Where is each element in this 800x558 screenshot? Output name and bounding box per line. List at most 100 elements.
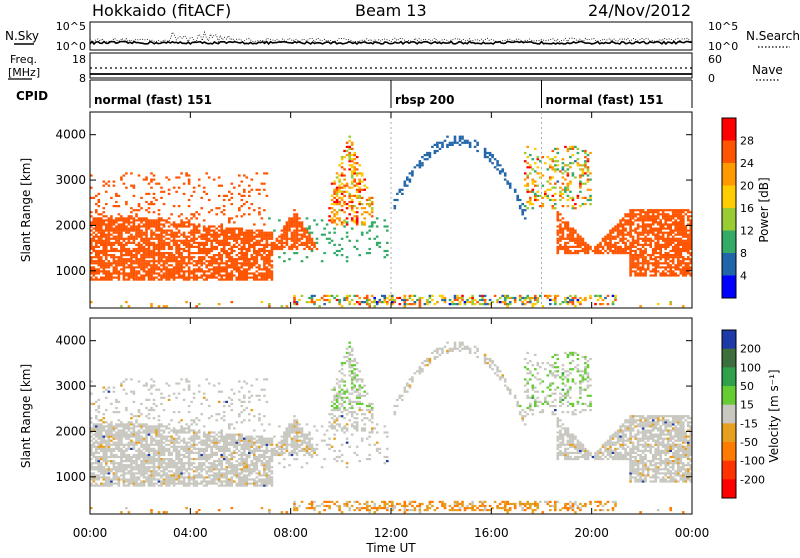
- power-cell: [584, 164, 587, 166]
- power-cell: [341, 156, 344, 158]
- velocity-cell: [133, 423, 136, 425]
- power-cell: [203, 274, 206, 276]
- power-cell: [622, 236, 625, 238]
- velocity-cell: [113, 466, 116, 468]
- power-cell: [642, 225, 645, 227]
- power-cell: [155, 268, 158, 270]
- power-cell: [343, 179, 346, 181]
- power-cell: [554, 303, 557, 305]
- power-cell: [98, 205, 101, 207]
- velocity-cell: [150, 407, 153, 409]
- power-cell: [436, 142, 439, 144]
- power-cell: [291, 232, 294, 234]
- power-cell: [328, 219, 331, 221]
- power-cell: [351, 164, 354, 166]
- power-cell: [246, 242, 249, 244]
- power-cell: [639, 209, 642, 211]
- velocity-cell: [148, 458, 151, 460]
- power-cell: [263, 262, 266, 264]
- power-cell: [496, 162, 499, 164]
- power-cell: [238, 258, 241, 260]
- power-cell: [667, 274, 670, 276]
- power-cell: [251, 258, 254, 260]
- power-cell: [291, 219, 294, 221]
- power-cell: [634, 264, 637, 266]
- power-cell: [271, 264, 274, 266]
- velocity-cell: [123, 431, 126, 433]
- power-cell: [619, 225, 622, 227]
- power-cell: [557, 217, 560, 219]
- velocity-cell: [108, 434, 111, 436]
- power-cell: [348, 136, 351, 138]
- power-cell: [429, 154, 432, 156]
- power-cell: [637, 248, 640, 250]
- velocity-cell: [175, 448, 178, 450]
- velocity-cell: [193, 393, 196, 395]
- power-cell: [283, 238, 286, 240]
- velocity-cell: [153, 399, 156, 401]
- velocity-cell: [143, 470, 146, 472]
- power-cell: [163, 254, 166, 256]
- power-cell: [634, 228, 637, 230]
- velocity-cell: [113, 472, 116, 474]
- velocity-cell: [115, 462, 118, 464]
- power-cell: [278, 246, 281, 248]
- power-cell: [664, 256, 667, 258]
- power-cell: [529, 199, 532, 201]
- power-cell: [436, 146, 439, 148]
- power-cell: [298, 225, 301, 227]
- power-cell: [248, 234, 251, 236]
- power-cell: [183, 256, 186, 258]
- power-cell: [674, 266, 677, 268]
- power-cell: [115, 248, 118, 250]
- velocity-cell: [100, 429, 103, 431]
- power-cell: [266, 277, 269, 279]
- power-cell: [639, 252, 642, 254]
- velocity-cell: [130, 378, 133, 380]
- velocity-cell: [125, 407, 128, 409]
- power-cell: [464, 142, 467, 144]
- power-cell: [168, 268, 171, 270]
- power-cell: [303, 234, 306, 236]
- velocity-cell: [120, 385, 123, 387]
- velocity-cell: [140, 413, 143, 415]
- power-cell: [501, 168, 504, 170]
- power-cell: [687, 264, 690, 266]
- power-cell: [602, 252, 605, 254]
- power-cell: [220, 230, 223, 232]
- power-cell: [183, 266, 186, 268]
- power-cell: [248, 195, 251, 197]
- power-cell: [569, 252, 572, 254]
- power-cell: [133, 221, 136, 223]
- power-cell: [178, 232, 181, 234]
- power-cell: [629, 260, 632, 262]
- power-cell: [198, 230, 201, 232]
- power-cell: [125, 221, 128, 223]
- velocity-cell: [95, 442, 98, 444]
- power-cell: [296, 252, 299, 254]
- power-cell: [168, 193, 171, 195]
- power-cell: [554, 297, 557, 299]
- velocity-cell: [120, 438, 123, 440]
- velocity-cell: [178, 474, 181, 476]
- power-cell: [614, 252, 617, 254]
- y-tick-label: 3000: [55, 173, 86, 187]
- power-cell: [356, 191, 359, 193]
- velocity-cell: [100, 423, 103, 425]
- power-cell: [231, 258, 234, 260]
- power-cell: [228, 219, 231, 221]
- power-cell: [253, 252, 256, 254]
- power-cell: [346, 297, 349, 299]
- power-cell: [103, 260, 106, 262]
- velocity-cell: [105, 444, 108, 446]
- power-cell: [567, 250, 570, 252]
- power-cell: [153, 219, 156, 221]
- power-cell: [351, 299, 354, 301]
- velocity-cell: [178, 436, 181, 438]
- power-cell: [664, 258, 667, 260]
- power-cell: [333, 191, 336, 193]
- velocity-cell: [123, 450, 126, 452]
- power-cell: [170, 270, 173, 272]
- power-cell: [188, 277, 191, 279]
- power-cell: [579, 236, 582, 238]
